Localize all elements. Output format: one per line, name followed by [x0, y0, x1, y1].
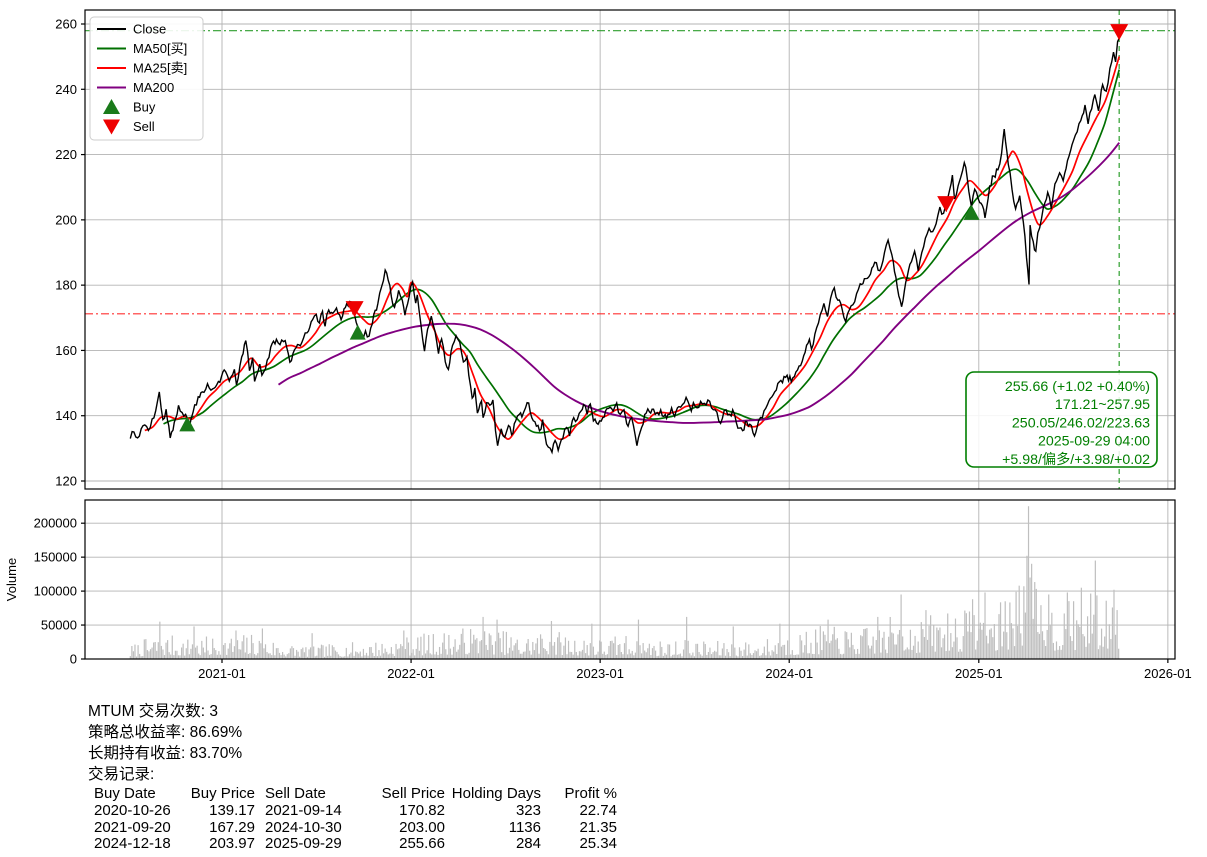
price-tick-label: 120	[55, 474, 77, 489]
sell-marker	[937, 196, 956, 213]
ma200-line	[277, 142, 1120, 424]
volume-bars	[129, 506, 1120, 659]
date-tick-label: 2023-01	[576, 666, 624, 681]
legend-label: Close	[133, 22, 166, 37]
trade-row-cell: 167.29	[209, 818, 255, 836]
col-header-buy-date: Buy Date	[94, 785, 156, 802]
col-header-holding-days: Holding Days	[451, 785, 541, 802]
annotation-line: 250.05/246.02/223.63	[1012, 415, 1150, 431]
trade-row-cell: 1136	[508, 818, 541, 836]
trade-row-cell: 2025-09-29	[265, 835, 342, 853]
sell-marker	[345, 301, 364, 318]
trade-row-cell: 2021-09-14	[265, 801, 342, 819]
volume-tick-label: 100000	[34, 584, 77, 599]
volume-tick-label: 200000	[34, 516, 77, 531]
trade-count-line: MTUM 交易次数: 3	[88, 703, 219, 720]
volume-tick-label: 50000	[41, 618, 77, 633]
buy-marker	[349, 324, 366, 340]
date-tick-label: 2022-01	[387, 666, 435, 681]
col-header-sell-date: Sell Date	[265, 785, 326, 802]
trade-row-cell: 170.82	[399, 801, 445, 819]
legend-label: MA200	[133, 80, 174, 95]
trade-markers	[179, 24, 1129, 432]
volume-tick-label: 150000	[34, 550, 77, 565]
col-header-sell-price: Sell Price	[381, 785, 445, 802]
trade-row-cell: 323	[515, 801, 541, 819]
price-tick-label: 140	[55, 408, 77, 423]
trade-row-cell: 255.66	[399, 835, 445, 853]
trade-records-table: Buy Date Buy Price Sell Date Sell Price …	[88, 785, 617, 853]
date-tick-label: 2025-01	[955, 666, 1003, 681]
legend-buy-triangle-icon	[103, 99, 120, 114]
ma50-line	[163, 69, 1121, 434]
col-header-buy-price: Buy Price	[190, 785, 255, 802]
close-line	[129, 37, 1120, 455]
trade-row-cell: 25.34	[579, 835, 617, 853]
axis-labels	[81, 23, 1169, 663]
price-tick-label: 260	[55, 17, 77, 32]
volume-tick-label: 0	[70, 652, 77, 667]
annotation-box	[965, 371, 1158, 468]
hold-return-line: 长期持有收益: 83.70%	[88, 745, 243, 762]
price-tick-label: 220	[55, 147, 77, 162]
grid-lines	[85, 10, 1175, 660]
date-tick-label: 2021-01	[198, 666, 246, 681]
date-tick-label: 2024-01	[765, 666, 813, 681]
strategy-return-line: 策略总收益率: 86.69%	[88, 724, 243, 741]
buy-marker	[963, 204, 980, 220]
annotation-line: 2025-09-29 04:00	[1038, 434, 1150, 450]
legend-label: Sell	[133, 119, 155, 134]
legend-sell-triangle-icon	[103, 119, 120, 135]
legend	[89, 16, 204, 141]
volume-axis-title: Volume	[4, 558, 19, 601]
buy-marker	[179, 416, 196, 432]
volume-plot-frame	[84, 499, 1176, 660]
legend-label: Buy	[133, 100, 156, 115]
trade-row-cell: 21.35	[579, 818, 617, 836]
trade-row-cell: 2024-10-30	[265, 818, 342, 836]
trade-row-cell: 2024-12-18	[94, 835, 171, 853]
trade-row-cell: 203.97	[209, 835, 255, 853]
legend-label: MA50[买]	[133, 41, 187, 56]
price-plot-frame	[84, 9, 1176, 490]
annotation-line: +5.98/偏多/+3.98/+0.02	[1002, 451, 1150, 468]
trade-row-cell: 284	[515, 835, 541, 853]
annotation-line: 255.66 (+1.02 +0.40%)	[1005, 379, 1150, 395]
trade-row-cell: 2020-10-26	[94, 801, 171, 819]
price-tick-label: 200	[55, 212, 77, 227]
price-tick-label: 160	[55, 343, 77, 358]
strategy-stats-block: MTUM 交易次数: 3 策略总收益率: 86.69% 长期持有收益: 83.7…	[88, 701, 617, 853]
trade-row-cell: 22.74	[579, 801, 617, 819]
trade-row-cell: 139.17	[209, 801, 255, 819]
price-tick-label: 180	[55, 278, 77, 293]
col-header-profit: Profit %	[564, 785, 617, 802]
date-tick-label: 2026-01	[1144, 666, 1192, 681]
quote-annotation: 255.66 (+1.02 +0.40%) 171.21~257.95 250.05…	[965, 371, 1158, 468]
trade-row-cell: 203.00	[399, 818, 445, 836]
trade-row-cell: 2021-09-20	[94, 818, 171, 836]
annotation-line: 171.21~257.95	[1055, 397, 1150, 413]
price-tick-label: 240	[55, 82, 77, 97]
trade-records-label: 交易记录:	[88, 766, 155, 783]
legend-label: MA25[卖]	[133, 61, 187, 76]
price-volume-chart: 120 140 160 180 200 220 240 260 0 50000 100000 1500…	[4, 9, 1192, 681]
sell-marker	[1110, 24, 1129, 41]
